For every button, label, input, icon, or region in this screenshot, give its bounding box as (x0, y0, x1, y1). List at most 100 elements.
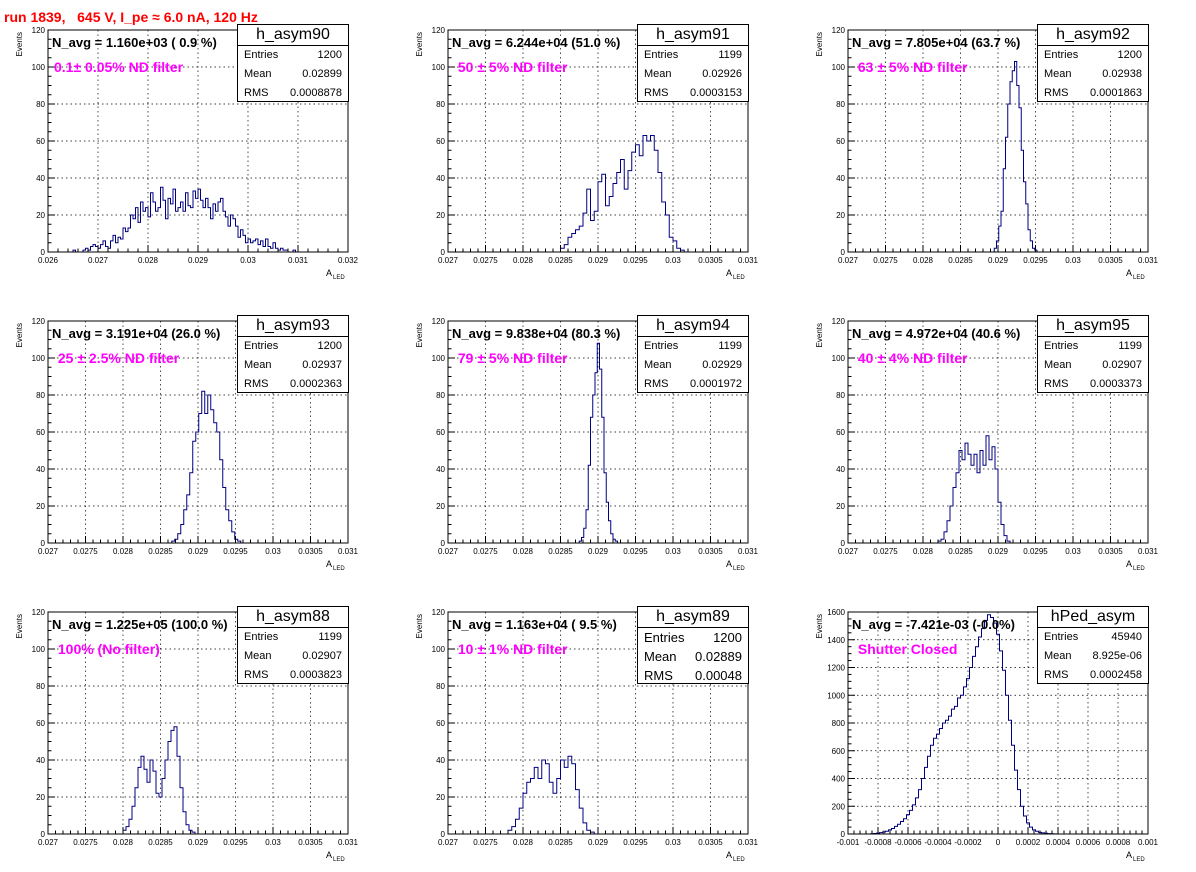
stats-label: Mean (644, 649, 677, 664)
y-tick-label: 100 (32, 645, 46, 654)
x-tick-label: 0.028 (513, 838, 534, 847)
y-tick-label: 20 (436, 502, 445, 511)
x-tick-label: 0.0275 (873, 256, 898, 265)
stats-value: 45940 (1111, 631, 1142, 643)
x-tick-label: 0.0275 (873, 547, 898, 556)
x-tick-label: 0 (996, 838, 1001, 847)
x-tick-label: 0.028 (913, 256, 934, 265)
stats-box: h_asym92 Entries 1200 Mean 0.02938 RMS 0.00018… (1037, 24, 1149, 102)
y-tick-label: 80 (36, 100, 45, 109)
x-tick-label: 0.027 (38, 547, 59, 556)
y-tick-label: 60 (836, 137, 845, 146)
y-tick-label: 60 (436, 719, 445, 728)
y-tick-label: 120 (832, 317, 846, 326)
stats-value: 0.0003153 (690, 87, 742, 99)
run-title: run 1839, 645 V, I_pe ≈ 6.0 nA, 120 Hz (4, 9, 258, 25)
n-avg-label: N_avg = 7.805e+04 (63.7 %) (852, 35, 1021, 50)
x-tick-label: 0.03 (1065, 547, 1081, 556)
stats-row-mean: Mean 0.02926 (638, 65, 748, 84)
stats-label: Entries (244, 340, 279, 352)
x-tick-label: 0.027 (438, 256, 459, 265)
y-tick-label: 0 (841, 248, 846, 257)
x-tick-label: 0.0295 (1023, 547, 1048, 556)
y-tick-label: 40 (436, 756, 445, 765)
stats-row-rms: RMS 0.0001972 (638, 375, 748, 394)
x-axis-label: A (726, 268, 732, 278)
stats-value: 0.02926 (702, 68, 742, 80)
x-tick-label: 0.0305 (698, 256, 723, 265)
x-axis-label: A (726, 559, 732, 569)
x-tick-label: 0.001 (1138, 838, 1159, 847)
y-tick-label: 600 (832, 747, 846, 756)
x-tick-label: 0.029 (188, 838, 209, 847)
stats-value: 0.0001863 (1090, 87, 1142, 99)
stats-label: Entries (1044, 631, 1079, 643)
histogram-line (870, 614, 1057, 835)
y-tick-label: 0 (41, 539, 46, 548)
x-tick-label: -0.0006 (894, 838, 922, 847)
y-tick-label: 100 (432, 354, 446, 363)
x-tick-label: 0.0275 (473, 838, 498, 847)
stats-value: 0.02907 (1102, 359, 1142, 371)
histogram-line (171, 390, 242, 543)
n-avg-label: N_avg = 1.163e+04 ( 9.5 %) (452, 617, 617, 632)
x-axis-label-subscript: LED (733, 857, 745, 863)
x-tick-label: 0.0295 (223, 838, 248, 847)
stats-row-entries: Entries 1200 (238, 337, 348, 356)
histogram-name: hPed_asym (1038, 607, 1148, 628)
x-tick-label: 0.029 (588, 256, 609, 265)
stats-label: RMS (1044, 87, 1069, 99)
stats-value: 1199 (1118, 340, 1142, 352)
y-axis-label: Events (415, 32, 424, 56)
stats-value: 0.00048 (695, 668, 742, 683)
x-axis-label: A (326, 850, 332, 860)
y-tick-label: 800 (832, 719, 846, 728)
x-tick-label: 0.0006 (1076, 838, 1101, 847)
histogram-line (556, 134, 688, 253)
stats-row-entries: Entries 1199 (638, 337, 748, 356)
x-tick-label: 0.028 (113, 838, 134, 847)
x-tick-label: 0.03 (265, 838, 281, 847)
histogram-pad: 0.027 0.0275 0.028 0.0285 0.029 0.0295 0.03 0.0… (400, 582, 792, 872)
stats-box: h_asym89 Entries 1200 Mean 0.02889 RMS 0.00048 (637, 606, 749, 684)
x-axis-label-subscript: LED (333, 275, 345, 281)
y-tick-label: 120 (432, 317, 446, 326)
x-tick-label: 0.0295 (623, 838, 648, 847)
y-tick-label: 0 (41, 248, 46, 257)
histogram-name: h_asym90 (238, 25, 348, 46)
x-tick-label: 0.028 (513, 547, 534, 556)
y-axis-label: Events (415, 614, 424, 638)
x-tick-label: 0.031 (1138, 256, 1159, 265)
stats-value: 0.02899 (302, 68, 342, 80)
x-axis-label-subscript: LED (733, 566, 745, 572)
stats-label: Mean (1044, 650, 1072, 662)
x-tick-label: 0.03 (1065, 256, 1081, 265)
y-tick-label: 400 (832, 775, 846, 784)
y-tick-label: 200 (832, 802, 846, 811)
n-avg-label: N_avg = 4.972e+04 (40.6 %) (852, 326, 1021, 341)
x-tick-label: 0.029 (988, 547, 1009, 556)
filter-label: Shutter Closed (854, 641, 958, 657)
y-tick-label: 0 (41, 830, 46, 839)
y-tick-label: 20 (836, 502, 845, 511)
x-tick-label: 0.027 (838, 547, 859, 556)
x-tick-label: 0.028 (513, 256, 534, 265)
stats-box: h_asym95 Entries 1199 Mean 0.02907 RMS 0.00033… (1037, 315, 1149, 393)
histogram-plot: 0.027 0.0275 0.028 0.0285 0.029 0.0295 0.03 0.0… (815, 317, 1159, 572)
histogram-name: h_asym93 (238, 316, 348, 337)
y-tick-label: 20 (436, 211, 445, 220)
y-axis-label: Events (15, 323, 24, 347)
y-tick-label: 20 (36, 793, 45, 802)
y-axis-label: Events (815, 32, 824, 56)
x-tick-label: 0.0285 (548, 838, 573, 847)
histogram-pad: 0.027 0.0275 0.028 0.0285 0.029 0.0295 0.03 0.0… (400, 0, 792, 290)
stats-row-mean: Mean 8.925e-06 (1038, 647, 1148, 666)
x-axis-label: A (326, 268, 332, 278)
stats-label: Mean (244, 359, 272, 371)
y-tick-label: 80 (436, 682, 445, 691)
x-tick-label: 0.0305 (698, 838, 723, 847)
x-tick-label: 0.0004 (1046, 838, 1071, 847)
histogram-name: h_asym91 (638, 25, 748, 46)
stats-value: 0.02929 (702, 359, 742, 371)
x-tick-label: 0.0295 (223, 547, 248, 556)
